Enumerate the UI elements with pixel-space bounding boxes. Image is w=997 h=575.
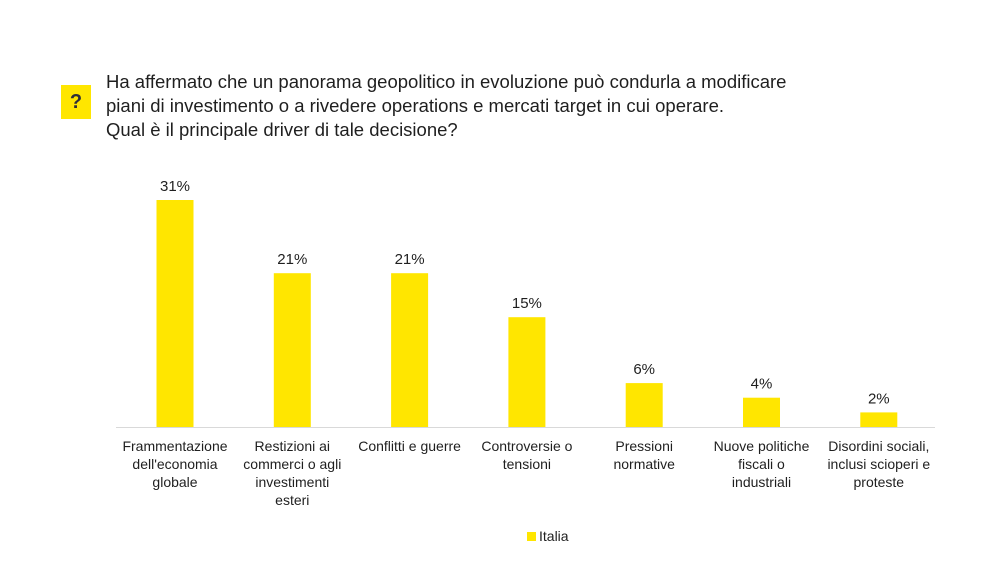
question-mark-icon: ?: [69, 90, 83, 113]
category-label-line: industriali: [731, 474, 792, 490]
bar-5: [625, 383, 663, 427]
question-text: Ha affermato che un panorama geopolitico…: [106, 70, 906, 142]
category-label-line: normative: [613, 456, 675, 472]
category-label-6: Nuove politiche fiscali o industriali: [698, 437, 826, 491]
data-label-2: 21%: [277, 251, 307, 268]
legend-swatch-italia: [527, 531, 536, 541]
bar-3: [391, 273, 429, 427]
bar-2: [273, 273, 311, 427]
bar-6: [743, 397, 780, 427]
legend-label-italia: Italia: [539, 528, 569, 544]
category-label-line: Disordini sociali,: [828, 438, 930, 454]
category-label-1: Frammentazione dell'economia globale: [111, 437, 239, 491]
category-label-line: dell'economia: [132, 456, 218, 472]
bar-1: [156, 200, 194, 427]
category-label-7: Disordini sociali, inclusi scioperi e prot…: [815, 437, 943, 491]
bar-7: [860, 412, 898, 427]
data-label-7: 2%: [868, 390, 890, 407]
category-label-line: fiscali o: [738, 456, 785, 472]
category-label-line: Controversie o: [481, 438, 573, 454]
legend: Italia: [527, 528, 569, 544]
category-label-4: Controversie o tensioni: [463, 437, 591, 473]
category-label-line: Nuove politiche: [713, 438, 810, 454]
category-label-line: commerci o agli: [243, 456, 342, 472]
category-label-line: proteste: [853, 474, 905, 490]
category-label-3: Conflitti e guerre: [346, 437, 474, 455]
category-label-line: globale: [152, 474, 198, 490]
category-label-line: Conflitti e guerre: [358, 438, 461, 454]
category-label-2: Restizioni ai commerci o agli investimenti…: [228, 437, 356, 509]
category-label-line: inclusi scioperi e: [827, 456, 931, 472]
question-line-1: Ha affermato che un panorama geopolitico…: [106, 71, 787, 92]
data-label-4: 15%: [512, 295, 542, 312]
category-label-line: investimenti: [255, 474, 330, 490]
category-label-5: Pressioni normative: [580, 437, 708, 473]
question-line-3: Qual è il principale driver di tale deci…: [106, 119, 458, 140]
category-label-line: Pressioni: [615, 438, 673, 454]
category-label-line: esteri: [275, 492, 310, 508]
question-line-2: piani di investimento o a rivedere opera…: [106, 95, 725, 116]
category-label-line: tensioni: [502, 456, 552, 472]
bar-4: [508, 317, 546, 427]
category-label-line: Restizioni ai: [254, 438, 331, 454]
question-badge: ?: [61, 85, 91, 119]
data-label-6: 4%: [751, 376, 773, 393]
data-label-3: 21%: [395, 251, 425, 268]
data-label-5: 6%: [633, 361, 655, 378]
category-label-line: Frammentazione: [122, 438, 228, 454]
data-label-1: 31%: [160, 178, 190, 195]
